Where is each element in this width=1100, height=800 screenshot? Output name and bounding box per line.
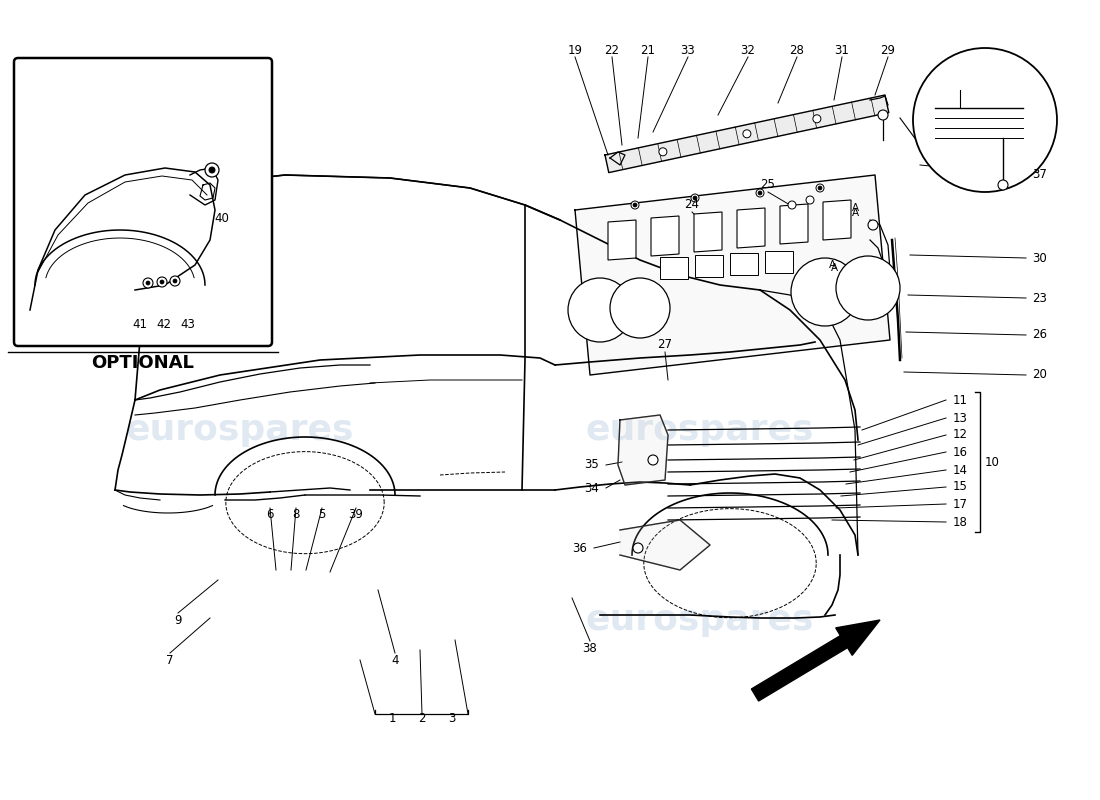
- Text: eurospares: eurospares: [585, 413, 814, 447]
- Text: 13: 13: [953, 411, 967, 425]
- Text: eurospares: eurospares: [585, 603, 814, 637]
- Polygon shape: [620, 520, 710, 570]
- Polygon shape: [618, 415, 668, 485]
- Circle shape: [170, 276, 180, 286]
- Text: 42: 42: [156, 318, 172, 330]
- FancyArrow shape: [751, 620, 880, 701]
- Text: 17: 17: [953, 498, 968, 510]
- Text: 8: 8: [293, 509, 299, 522]
- Circle shape: [691, 194, 698, 202]
- Circle shape: [648, 455, 658, 465]
- Text: 43: 43: [180, 318, 196, 330]
- Text: 30: 30: [1033, 251, 1047, 265]
- Text: 20: 20: [1033, 369, 1047, 382]
- Polygon shape: [737, 208, 764, 248]
- Text: A: A: [851, 203, 859, 213]
- Text: 26: 26: [1033, 329, 1047, 342]
- Text: A: A: [851, 208, 859, 218]
- Bar: [660, 257, 688, 279]
- Text: 29: 29: [880, 43, 895, 57]
- FancyBboxPatch shape: [14, 58, 272, 346]
- Text: 14: 14: [953, 463, 968, 477]
- Text: 38: 38: [583, 642, 597, 654]
- Text: 3: 3: [449, 711, 455, 725]
- Text: 12: 12: [953, 429, 968, 442]
- Circle shape: [632, 203, 637, 207]
- Text: 1: 1: [388, 711, 396, 725]
- Text: 2: 2: [418, 711, 426, 725]
- Text: 11: 11: [953, 394, 968, 406]
- Text: 22: 22: [605, 43, 619, 57]
- Text: 37: 37: [1033, 169, 1047, 182]
- Circle shape: [868, 220, 878, 230]
- Polygon shape: [651, 216, 679, 256]
- Circle shape: [143, 278, 153, 288]
- Circle shape: [816, 184, 824, 192]
- Circle shape: [913, 48, 1057, 192]
- Circle shape: [157, 277, 167, 287]
- Circle shape: [173, 279, 177, 283]
- Circle shape: [693, 196, 697, 200]
- Text: 5: 5: [318, 509, 326, 522]
- Bar: [764, 251, 793, 273]
- Text: 18: 18: [953, 515, 967, 529]
- Polygon shape: [823, 200, 851, 240]
- Circle shape: [791, 258, 859, 326]
- Text: 33: 33: [681, 43, 695, 57]
- Circle shape: [806, 196, 814, 204]
- Text: 23: 23: [1033, 291, 1047, 305]
- Circle shape: [146, 281, 150, 285]
- Text: 31: 31: [835, 43, 849, 57]
- Circle shape: [631, 201, 639, 209]
- Circle shape: [878, 110, 888, 120]
- Text: 24: 24: [684, 198, 700, 211]
- Circle shape: [568, 278, 632, 342]
- Circle shape: [758, 191, 762, 195]
- Polygon shape: [605, 95, 889, 173]
- Text: 39: 39: [349, 509, 363, 522]
- Text: 15: 15: [953, 481, 967, 494]
- Text: 34: 34: [584, 482, 600, 494]
- Circle shape: [818, 186, 822, 190]
- Text: 32: 32: [740, 43, 756, 57]
- Text: 19: 19: [568, 43, 583, 57]
- Text: A: A: [828, 260, 836, 270]
- Text: 4: 4: [392, 654, 398, 666]
- Circle shape: [998, 180, 1008, 190]
- Circle shape: [160, 280, 164, 284]
- Text: 28: 28: [790, 43, 804, 57]
- Text: 27: 27: [658, 338, 672, 351]
- Text: 41: 41: [132, 318, 147, 330]
- Bar: [695, 255, 723, 277]
- Polygon shape: [575, 175, 890, 375]
- Text: 21: 21: [640, 43, 656, 57]
- Polygon shape: [780, 204, 808, 244]
- Text: 35: 35: [584, 458, 600, 471]
- Text: 6: 6: [266, 509, 274, 522]
- Text: 9: 9: [174, 614, 182, 626]
- Text: 25: 25: [760, 178, 775, 191]
- Text: 16: 16: [953, 446, 968, 458]
- Text: 40: 40: [214, 211, 230, 225]
- Text: eurospares: eurospares: [125, 413, 354, 447]
- Circle shape: [205, 163, 219, 177]
- Text: 10: 10: [984, 455, 1000, 469]
- Bar: [730, 253, 758, 275]
- Circle shape: [209, 167, 214, 173]
- Text: A: A: [830, 263, 837, 273]
- Circle shape: [610, 278, 670, 338]
- Circle shape: [813, 115, 821, 123]
- Circle shape: [836, 256, 900, 320]
- Circle shape: [742, 130, 751, 138]
- Text: OPTIONAL: OPTIONAL: [91, 354, 195, 372]
- Text: 36: 36: [573, 542, 587, 554]
- Circle shape: [788, 201, 796, 209]
- Circle shape: [632, 543, 644, 553]
- Text: 7: 7: [166, 654, 174, 666]
- Circle shape: [756, 189, 764, 197]
- Polygon shape: [694, 212, 722, 252]
- Circle shape: [659, 148, 667, 156]
- Polygon shape: [608, 220, 636, 260]
